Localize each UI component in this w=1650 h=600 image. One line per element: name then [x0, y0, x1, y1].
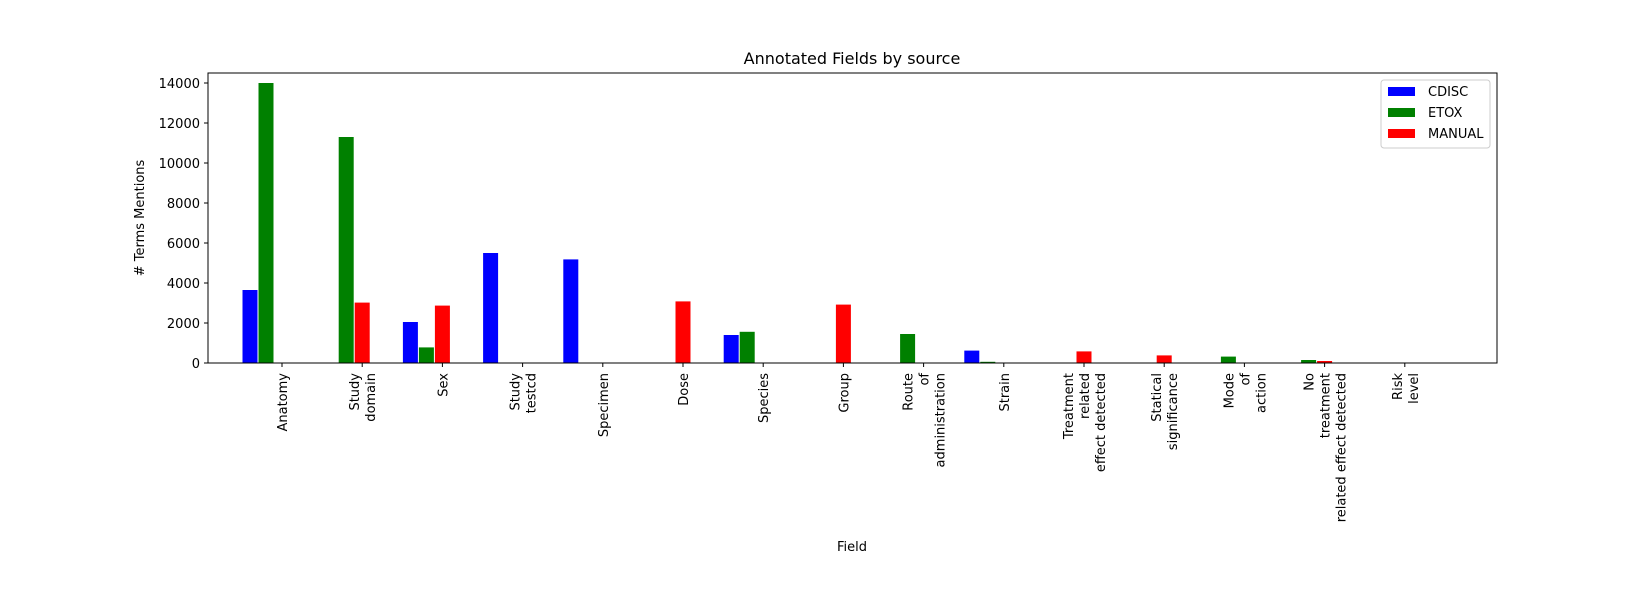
x-tick-label: Group [837, 373, 852, 413]
x-tick-label: Routeofadministration [902, 373, 949, 468]
bar-cdisc-3 [483, 253, 499, 363]
x-axis-label: Field [837, 540, 867, 555]
x-tick-label: Sex [436, 373, 451, 397]
y-tick-label: 0 [192, 357, 200, 372]
y-tick-label: 6000 [167, 237, 200, 252]
legend-label-cdisc: CDISC [1428, 85, 1468, 100]
bar-cdisc-4 [563, 259, 579, 363]
bar-etox-0 [258, 83, 274, 363]
x-tick-label: Studytestcd [509, 373, 540, 414]
legend: CDISC ETOX MANUAL [1380, 79, 1491, 149]
bar-manual-1 [354, 302, 370, 363]
y-axis-label: # Terms Mentions [133, 159, 148, 276]
y-tick-label: 2000 [167, 317, 200, 332]
x-tick-label: Risklevel [1391, 373, 1422, 404]
y-tick-label: 10000 [159, 157, 200, 172]
bar-etox-6 [739, 331, 755, 363]
bar-etox-13 [1301, 360, 1317, 363]
plot-area-frame [207, 72, 1498, 364]
bar-etox-2 [418, 347, 434, 363]
bars-layer [242, 83, 1333, 363]
x-tick-label: Specimen [597, 373, 612, 437]
bar-manual-13 [1317, 361, 1333, 363]
x-tick-label: Strain [998, 373, 1013, 412]
bar-manual-10 [1076, 351, 1092, 363]
legend-swatch-manual [1388, 129, 1415, 138]
bar-etox-1 [338, 137, 354, 363]
y-ticks: 0 2000 4000 6000 8000 10000 12000 14000 [159, 77, 208, 372]
bar-manual-7 [835, 304, 851, 363]
chart-title: Annotated Fields by source [744, 49, 961, 68]
legend-swatch-cdisc [1388, 87, 1415, 96]
legend-items: CDISC ETOX MANUAL [1388, 85, 1484, 142]
y-tick-label: 8000 [167, 197, 200, 212]
bar-etox-12 [1220, 356, 1236, 363]
bar-cdisc-6 [723, 335, 739, 363]
bar-cdisc-2 [402, 322, 418, 363]
legend-label-etox: ETOX [1428, 106, 1463, 121]
bar-manual-5 [675, 301, 691, 363]
x-tick-label: Modeofaction [1222, 373, 1269, 413]
x-tick-label: Studydomain [348, 373, 379, 422]
bar-cdisc-0 [242, 290, 258, 363]
x-tick-label: Staticalsignificance [1150, 373, 1181, 450]
bar-etox-9 [980, 361, 996, 363]
bar-etox-8 [900, 334, 916, 363]
x-tick-label: Notreatmentrelated effect detected [1303, 373, 1350, 522]
bar-manual-2 [434, 305, 450, 363]
y-tick-label: 12000 [159, 117, 200, 132]
x-tick-label: Dose [677, 373, 692, 406]
legend-swatch-etox [1388, 108, 1415, 117]
y-tick-label: 14000 [159, 77, 200, 92]
y-tick-label: 4000 [167, 277, 200, 292]
bar-cdisc-9 [964, 350, 980, 363]
bar-manual-11 [1156, 355, 1172, 363]
legend-label-manual: MANUAL [1428, 127, 1484, 142]
x-tick-label: Treatmentrelatedeffect detected [1062, 373, 1109, 472]
x-tick-label: Species [757, 373, 772, 423]
x-ticks: Anatomy Studydomain Sex Studytestcd Specimen… [276, 363, 1422, 522]
x-tick-label: Anatomy [276, 373, 291, 432]
